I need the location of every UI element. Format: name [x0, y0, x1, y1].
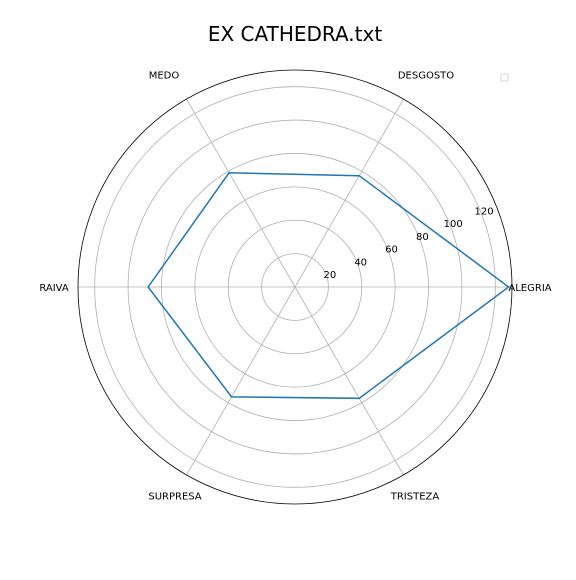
- spoke-tristeza: [295, 287, 404, 475]
- r-tick-label-120: 120: [475, 206, 494, 217]
- spoke-desgosto: [295, 99, 404, 287]
- legend-box: [501, 74, 508, 81]
- category-label-raiva: RAIVA: [39, 283, 69, 294]
- category-label-alegria: ALEGRIA: [508, 283, 551, 294]
- polar-grid: [78, 70, 512, 504]
- category-label-medo: MEDO: [149, 71, 180, 82]
- spoke-medo: [187, 99, 296, 287]
- category-label-desgosto: DESGOSTO: [398, 71, 454, 82]
- r-tick-label-40: 40: [354, 257, 367, 268]
- r-tick-label-60: 60: [385, 245, 398, 256]
- radial-tick-labels: 20 40 60 80 100 120: [323, 206, 493, 281]
- category-label-surpresa: SURPRESA: [148, 491, 201, 502]
- r-tick-label-100: 100: [444, 219, 463, 230]
- chart-title: EX CATHEDRA.txt: [208, 22, 383, 46]
- spoke-surpresa: [187, 287, 296, 475]
- category-label-tristeza: TRISTEZA: [390, 491, 440, 502]
- r-tick-label-20: 20: [323, 270, 336, 281]
- r-tick-label-80: 80: [416, 232, 429, 243]
